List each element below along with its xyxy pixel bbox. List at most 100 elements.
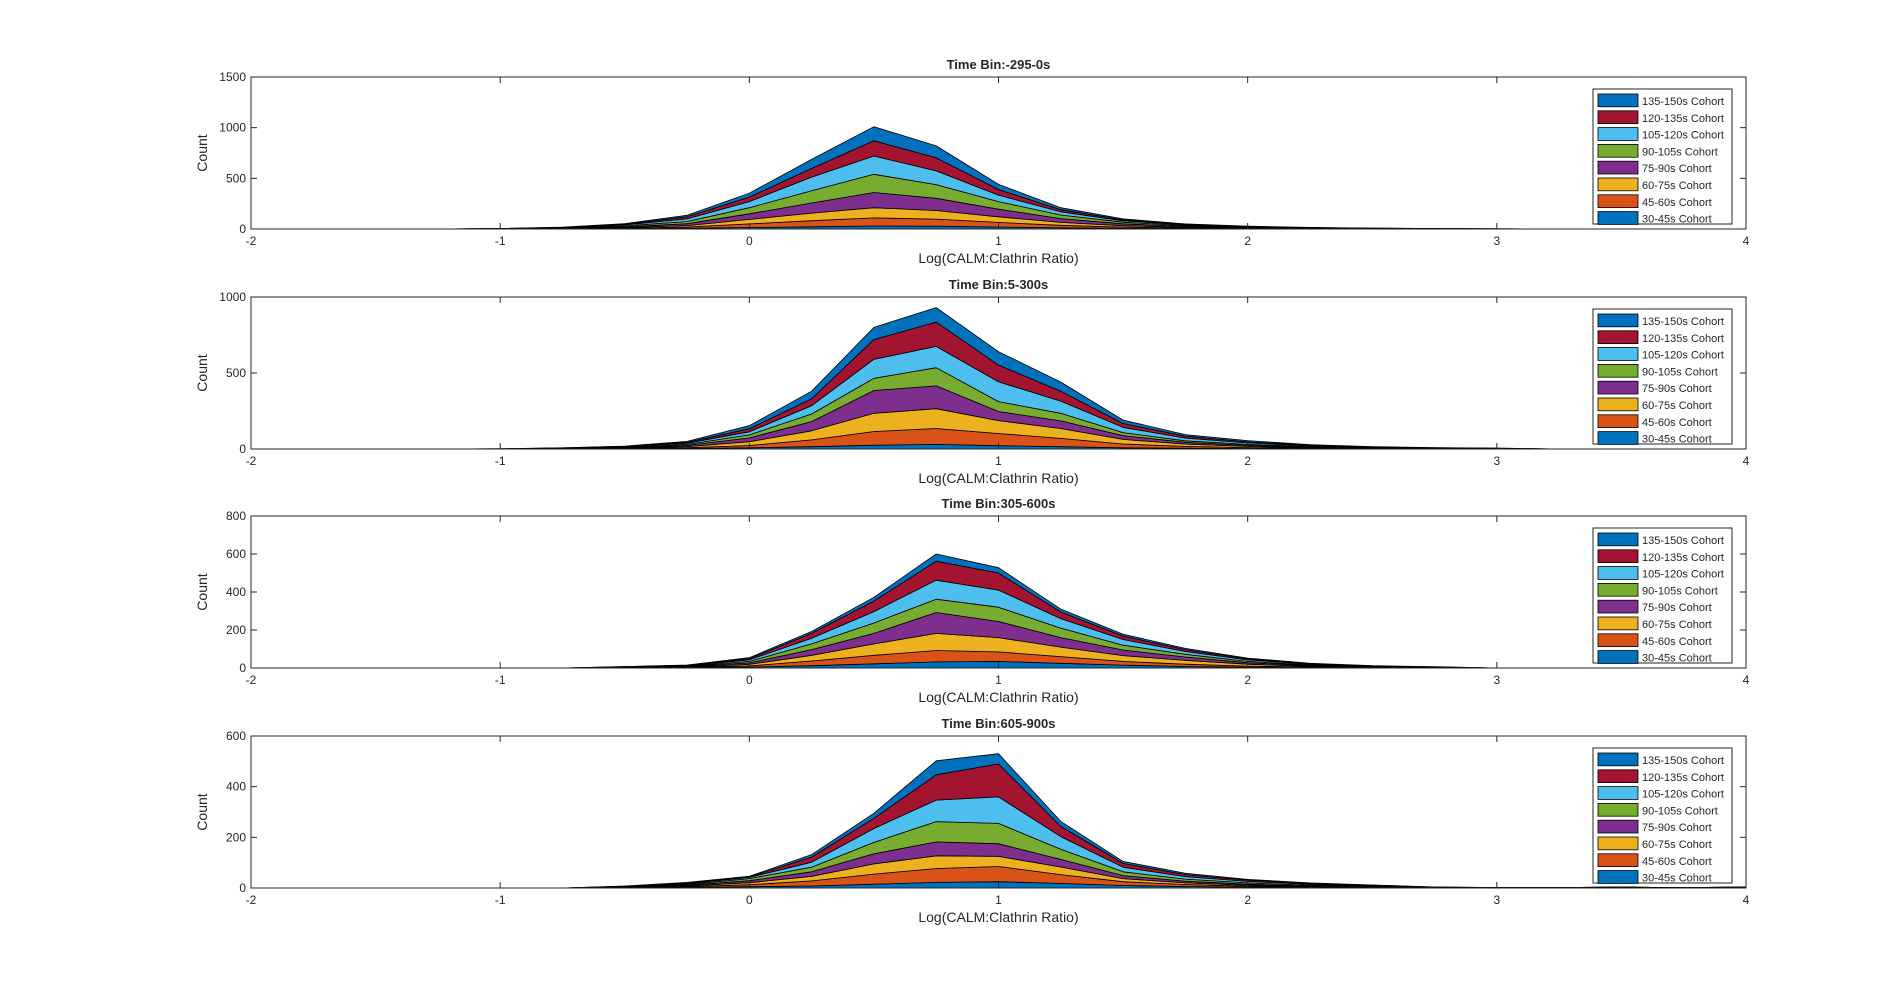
y-tick-label: 800	[226, 509, 246, 523]
x-tick-label: -2	[246, 234, 257, 248]
legend-swatch	[1597, 599, 1639, 614]
chart-panel-1: -2 -1 0 1 2 3 4 0 500 1000 1500 Time Bin:-295-0s Log…	[194, 57, 1750, 266]
legend-swatch	[1597, 397, 1639, 412]
legend-entry: 90-105s Cohort	[1642, 146, 1718, 158]
legend-entry: 105-120s Cohort	[1642, 569, 1724, 581]
legend-swatch	[1597, 127, 1639, 141]
legend-swatch	[1597, 160, 1639, 175]
legend-entry: 30-45s Cohort	[1642, 214, 1712, 226]
y-axis-label: Count	[194, 573, 210, 610]
legend-swatch	[1597, 650, 1639, 664]
legend-entry: 45-60s Cohort	[1642, 197, 1712, 209]
chart-title: Time Bin:-295-0s	[947, 57, 1051, 72]
x-tick-label: 2	[1244, 234, 1251, 248]
legend-entry: 75-90s Cohort	[1642, 163, 1712, 175]
y-tick-label: 1000	[219, 290, 246, 304]
legend-entry: 135-150s Cohort	[1642, 535, 1724, 547]
y-tick-label: 1000	[219, 121, 246, 135]
legend-entry: 135-150s Cohort	[1642, 755, 1724, 767]
chart-title: Time Bin:605-900s	[942, 716, 1056, 731]
legend-entry: 60-75s Cohort	[1642, 180, 1712, 192]
x-tick-label: 2	[1244, 893, 1251, 907]
legend-swatch	[1597, 93, 1639, 108]
x-tick-label: 1	[995, 893, 1002, 907]
legend-swatch	[1597, 853, 1639, 867]
legend-swatch	[1597, 786, 1639, 800]
y-tick-label: 600	[226, 729, 246, 743]
legend-swatch	[1597, 633, 1639, 647]
y-tick-label: 1500	[219, 70, 246, 84]
legend-entry: 60-75s Cohort	[1642, 400, 1712, 412]
x-tick-label: -1	[495, 893, 506, 907]
x-tick-label: -2	[246, 454, 257, 468]
x-tick-label: -1	[495, 454, 506, 468]
legend-swatch	[1597, 211, 1639, 225]
x-tick-label: 4	[1743, 234, 1750, 248]
legend-swatch	[1597, 194, 1639, 209]
chart-title: Time Bin:5-300s	[949, 277, 1048, 292]
legend-entry: 75-90s Cohort	[1642, 602, 1712, 614]
x-tick-label: 3	[1493, 454, 1500, 468]
x-tick-label: 0	[746, 673, 753, 687]
legend-swatch	[1597, 177, 1639, 192]
legend-entry: 135-150s Cohort	[1642, 96, 1724, 108]
y-tick-label: 0	[239, 222, 246, 236]
x-tick-label: 4	[1743, 454, 1750, 468]
legend-swatch	[1597, 803, 1639, 817]
legend-entry: 75-90s Cohort	[1642, 822, 1712, 834]
chart-panel-3: -2 -1 0 1 2 3 4 0 200 400 600 800 Time Bin:305-600s L…	[194, 496, 1750, 705]
legend-swatch	[1597, 532, 1639, 547]
legend-entry: 90-105s Cohort	[1642, 366, 1718, 378]
x-tick-label: 4	[1743, 673, 1750, 687]
legend-entry: 120-135s Cohort	[1642, 772, 1724, 784]
legend-swatch	[1597, 330, 1639, 344]
x-tick-label: 1	[995, 234, 1002, 248]
x-tick-label: 0	[746, 893, 753, 907]
legend-entry: 75-90s Cohort	[1642, 383, 1712, 395]
y-tick-label: 400	[226, 780, 246, 794]
y-tick-label: 500	[226, 366, 246, 380]
y-tick-label: 200	[226, 830, 246, 844]
y-axis-label: Count	[194, 134, 210, 171]
chart-panel-2: -2 -1 0 1 2 3 4 0 500 1000 Time Bin:5-300s Log(CALM…	[194, 277, 1750, 486]
x-tick-label: -1	[495, 234, 506, 248]
legend-swatch	[1597, 549, 1639, 563]
legend-entry: 135-150s Cohort	[1642, 316, 1724, 328]
legend-swatch	[1597, 870, 1639, 884]
x-axis-label: Log(CALM:Clathrin Ratio)	[918, 689, 1078, 705]
x-tick-label: 0	[746, 454, 753, 468]
legend-swatch	[1597, 347, 1639, 361]
legend-swatch	[1597, 363, 1639, 378]
legend-swatch	[1597, 143, 1639, 158]
legend: 135-150s Cohort 120-135s Cohort 105-120s C…	[1592, 308, 1733, 446]
legend-entry: 120-135s Cohort	[1642, 333, 1724, 345]
legend-entry: 45-60s Cohort	[1642, 417, 1712, 429]
legend-swatch	[1597, 583, 1639, 597]
x-axis-label: Log(CALM:Clathrin Ratio)	[918, 470, 1078, 486]
x-tick-label: -1	[495, 673, 506, 687]
legend-swatch	[1597, 616, 1639, 631]
x-tick-label: 3	[1493, 234, 1500, 248]
legend-swatch	[1597, 380, 1639, 395]
y-tick-label: 400	[226, 585, 246, 599]
chart-panel-4: -2 -1 0 1 2 3 4 0 200 400 600 Time Bin:605-900s Log(…	[194, 716, 1750, 925]
legend-swatch	[1597, 566, 1639, 580]
legend-entry: 120-135s Cohort	[1642, 113, 1724, 125]
x-axis-label: Log(CALM:Clathrin Ratio)	[918, 250, 1078, 266]
legend-swatch	[1597, 836, 1639, 851]
x-tick-label: 2	[1244, 673, 1251, 687]
y-tick-label: 0	[239, 442, 246, 456]
x-tick-label: 3	[1493, 893, 1500, 907]
x-tick-label: 4	[1743, 893, 1750, 907]
legend-swatch	[1597, 819, 1639, 834]
legend-swatch	[1597, 769, 1639, 783]
x-tick-label: 2	[1244, 454, 1251, 468]
x-tick-label: 3	[1493, 673, 1500, 687]
x-tick-label: 1	[995, 673, 1002, 687]
y-axis-label: Count	[194, 793, 210, 830]
y-axis-label: Count	[194, 354, 210, 391]
legend: 135-150s Cohort 120-135s Cohort 105-120s C…	[1592, 527, 1733, 665]
y-tick-label: 200	[226, 623, 246, 637]
y-tick-label: 0	[239, 881, 246, 895]
